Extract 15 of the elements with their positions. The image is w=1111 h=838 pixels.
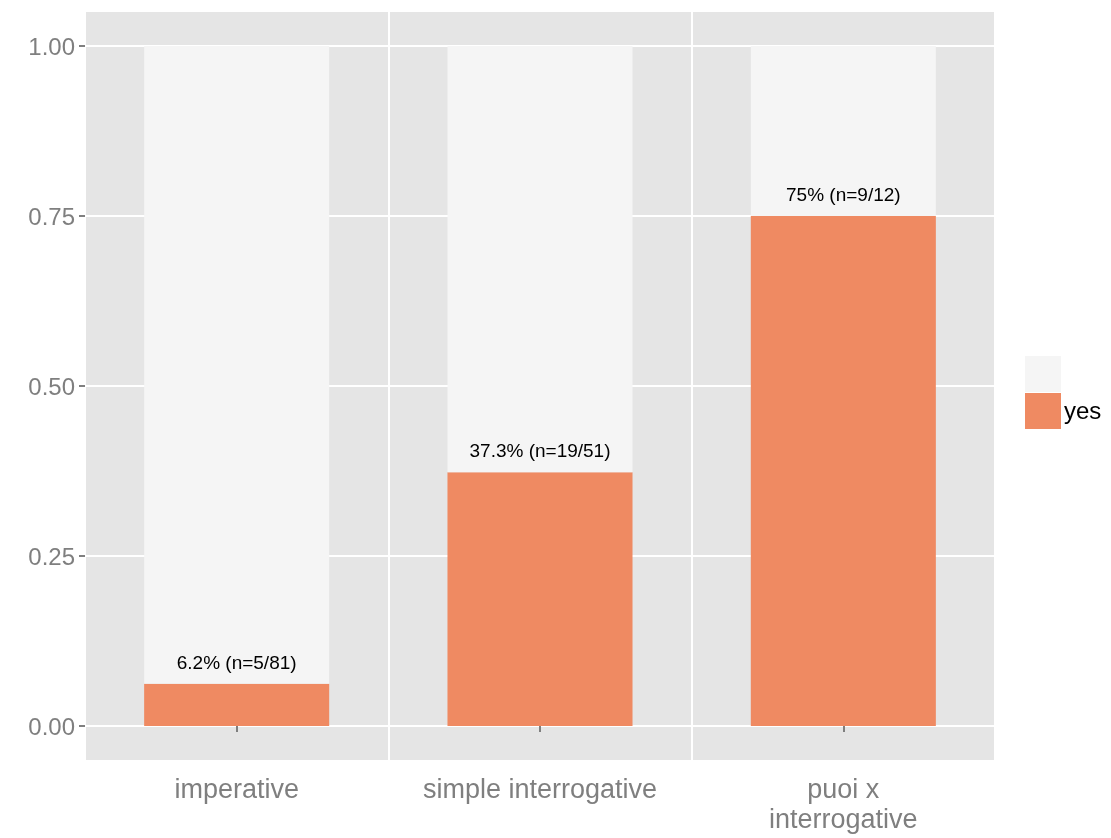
legend-label: yes [1064, 396, 1102, 424]
data-label: 6.2% (n=5/81) [176, 651, 297, 673]
bar [447, 472, 633, 726]
y-tick-label: 0.75 [28, 202, 75, 230]
x-tick-label: simple interrogative [422, 774, 658, 804]
x-tick-label: imperative [174, 774, 299, 804]
bar [750, 216, 936, 726]
data-label: 75% (n=9/12) [786, 184, 901, 205]
y-tick-label: 0.50 [28, 372, 75, 400]
bar [144, 683, 330, 726]
data-label: 37.3% (n=19/51) [469, 440, 611, 462]
x-tick-label: puoi x interrogative [769, 774, 918, 834]
y-tick-label: 1.00 [28, 32, 75, 60]
y-tick-label: 0.00 [28, 712, 75, 740]
y-tick-label: 0.25 [28, 542, 75, 570]
